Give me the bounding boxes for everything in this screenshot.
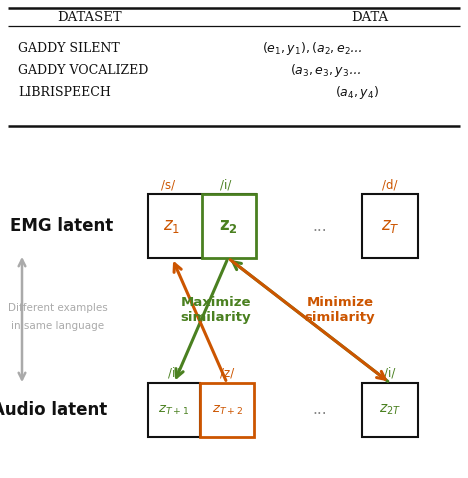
Text: GADDY SILENT: GADDY SILENT — [18, 42, 120, 54]
Text: ...: ... — [313, 218, 327, 233]
Text: Different examples: Different examples — [8, 303, 108, 313]
Text: /i/: /i/ — [220, 178, 232, 191]
Text: EMG latent: EMG latent — [10, 217, 114, 235]
Text: $z_{2T}$: $z_{2T}$ — [379, 403, 401, 417]
Text: DATA: DATA — [351, 11, 388, 23]
Text: Audio latent: Audio latent — [0, 401, 108, 419]
Bar — [362, 194, 418, 258]
Text: ...: ... — [313, 402, 327, 417]
Text: GADDY VOCALIZED: GADDY VOCALIZED — [18, 64, 148, 76]
Bar — [200, 383, 254, 437]
Text: LIBRISPEECH: LIBRISPEECH — [18, 86, 111, 98]
Text: $\mathbf{z_2}$: $\mathbf{z_2}$ — [219, 217, 237, 235]
Text: /d/: /d/ — [382, 178, 398, 191]
Text: $z_{T+2}$: $z_{T+2}$ — [212, 403, 242, 416]
Text: $(a_4, y_4)$: $(a_4, y_4)$ — [335, 84, 379, 100]
Text: in same language: in same language — [11, 321, 104, 331]
Text: $(e_1, y_1), (a_2, e_2$...: $(e_1, y_1), (a_2, e_2$... — [262, 40, 363, 56]
Text: /i/: /i/ — [168, 367, 180, 380]
Text: Minimize
similarity: Minimize similarity — [305, 296, 375, 324]
Bar — [148, 194, 256, 258]
Text: $z_1$: $z_1$ — [163, 217, 181, 235]
Text: /s/: /s/ — [161, 178, 175, 191]
Text: /z/: /z/ — [220, 367, 234, 380]
Bar — [202, 194, 256, 258]
Text: /i/: /i/ — [384, 367, 395, 380]
Text: $(a_3, e_3, y_3$...: $(a_3, e_3, y_3$... — [290, 62, 361, 78]
Text: DATASET: DATASET — [58, 11, 122, 23]
Text: Maximize
similarity: Maximize similarity — [181, 296, 251, 324]
Text: $z_T$: $z_T$ — [380, 217, 399, 235]
Text: $z_{T+1}$: $z_{T+1}$ — [159, 403, 190, 416]
Bar — [362, 383, 418, 437]
Bar — [148, 383, 200, 437]
